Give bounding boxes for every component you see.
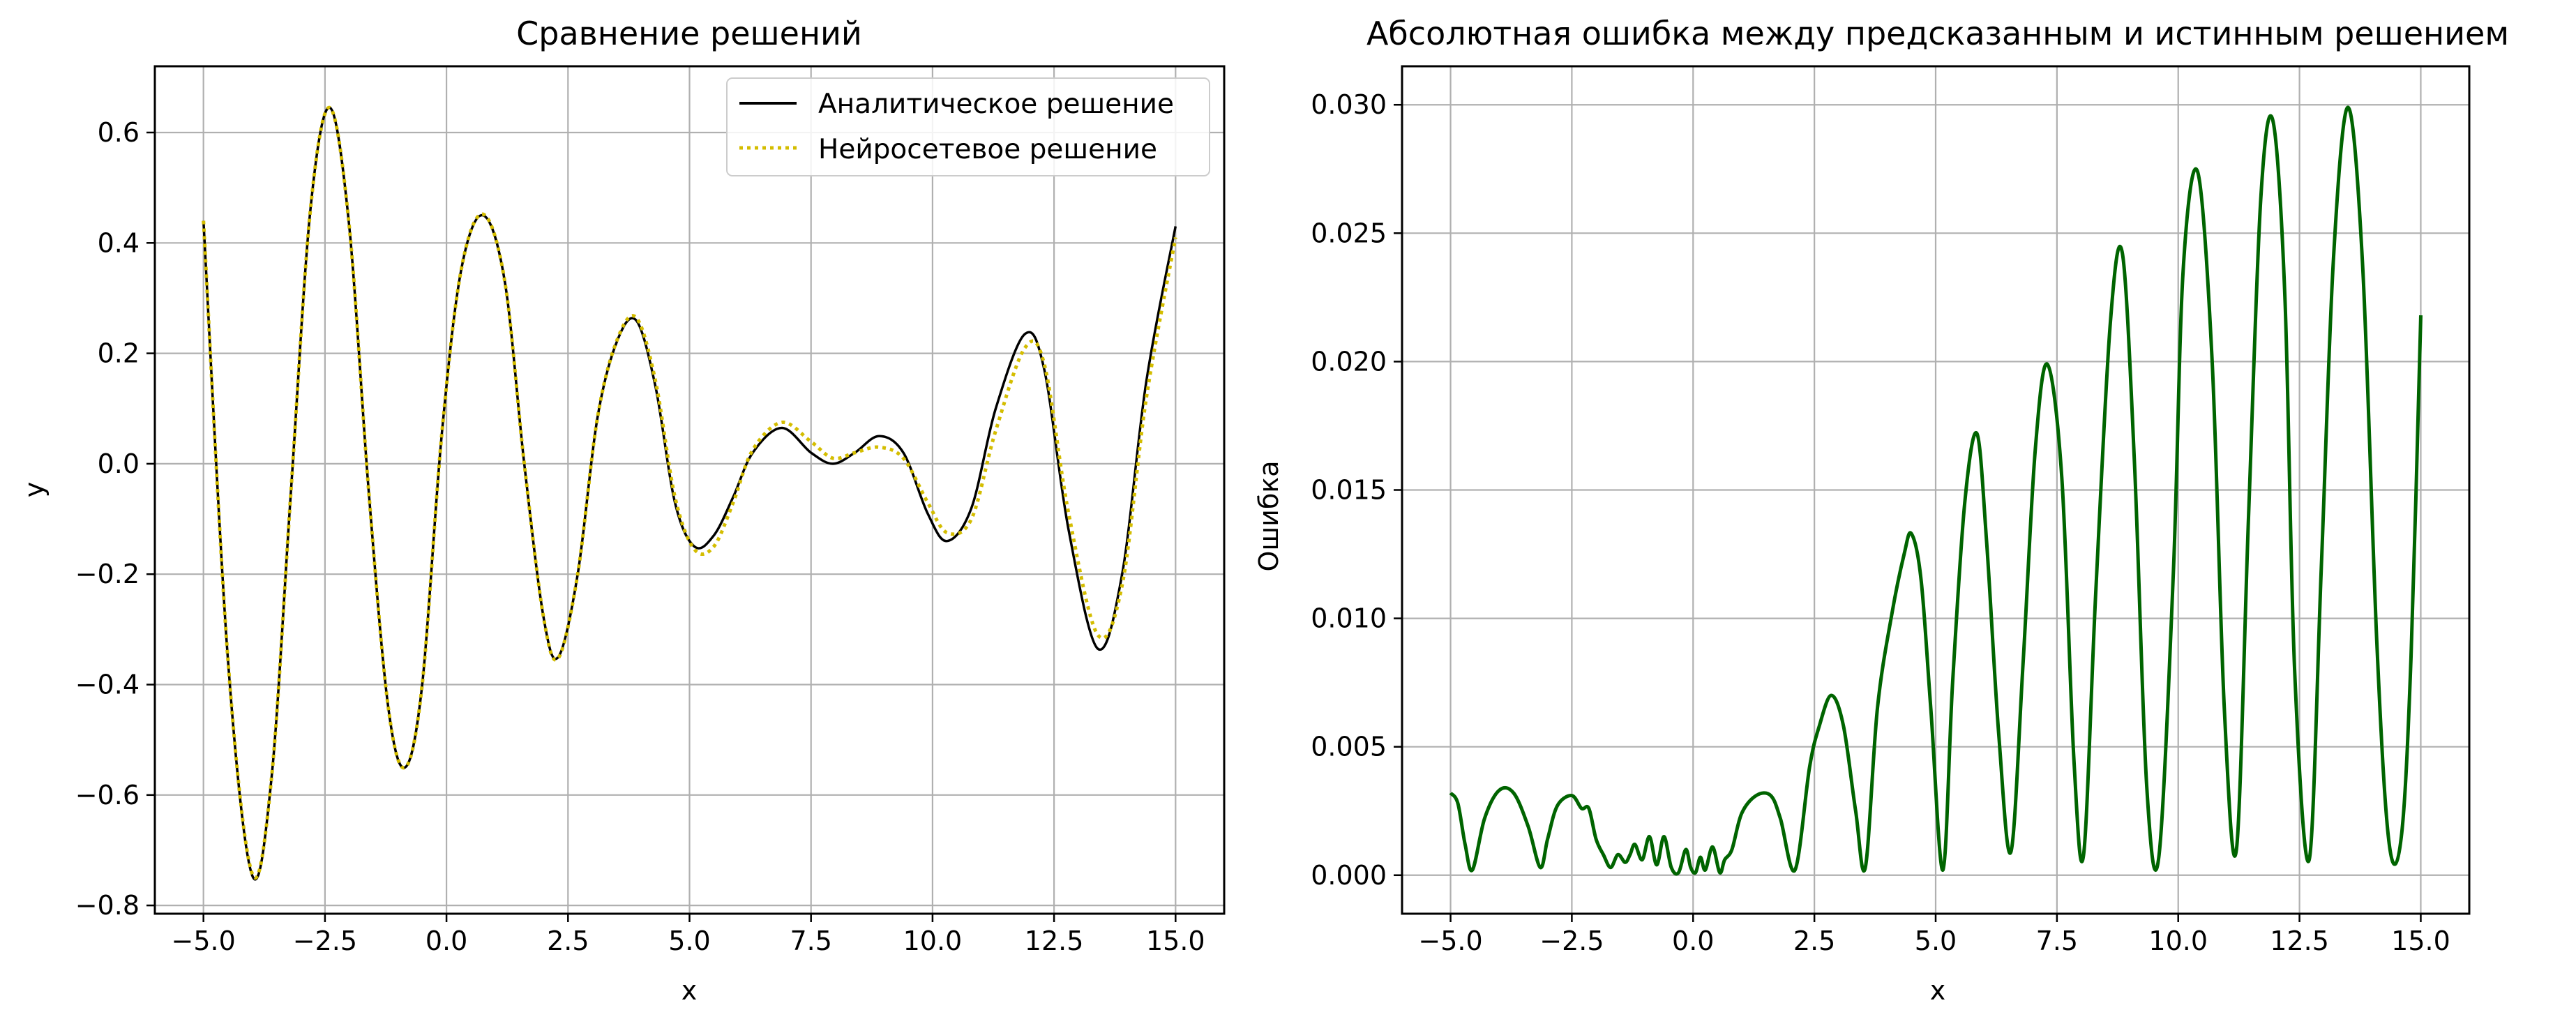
x-tick-label: 2.5: [547, 926, 589, 956]
x-tick-label: 7.5: [790, 926, 831, 956]
error-chart: Абсолютная ошибка между предсказанным и …: [1253, 15, 2509, 1006]
x-tick-label: 2.5: [1793, 926, 1835, 956]
y-tick-label: 0.2: [98, 338, 140, 369]
series-layer: [1449, 105, 2423, 876]
y-tick-label: 0.020: [1311, 346, 1387, 377]
y-tick-label: −0.6: [75, 780, 140, 810]
grid: [155, 66, 1224, 914]
y-tick-label: 0.6: [98, 117, 140, 148]
y-tick-label: −0.2: [75, 559, 140, 589]
x-tick-labels: −5.0 −2.5 0.0 2.5 5.0 7.5 10.0 12.5 15.0: [1418, 926, 2450, 956]
y-tick-labels: 0.000 0.005 0.010 0.015 0.020 0.025 0.030: [1311, 89, 1387, 891]
x-tick-label: 15.0: [1146, 926, 1205, 956]
series-line-2: [202, 105, 1177, 880]
x-tick-labels: −5.0 −2.5 0.0 2.5 5.0 7.5 10.0 12.5 15.0: [172, 926, 1205, 956]
y-axis-label: y: [19, 482, 50, 498]
x-tick-label: 0.0: [1672, 926, 1714, 956]
x-tick-label: 12.5: [1025, 926, 1084, 956]
x-tick-label: 0.0: [425, 926, 467, 956]
x-tick-label: 15.0: [2391, 926, 2450, 956]
comparison-chart: Сравнение решений −5.0 −2.5 0.0 2.5 5.0 7.5 10…: [19, 15, 1226, 1006]
legend: Аналитическое решение Нейросетевое решен…: [726, 77, 1210, 176]
x-tick-label: 5.0: [668, 926, 710, 956]
y-tick-label: 0.005: [1311, 732, 1387, 762]
tick-marks: [1394, 103, 2422, 922]
y-tick-label: 0.015: [1311, 475, 1387, 506]
y-tick-label: 0.0: [98, 448, 140, 479]
series-line-1: [1449, 105, 2423, 876]
x-tick-label: −5.0: [1418, 926, 1482, 956]
y-tick-label: 0.025: [1311, 218, 1387, 248]
y-tick-label: 0.4: [98, 227, 140, 258]
y-tick-label: 0.010: [1311, 603, 1387, 634]
x-axis-label: x: [1930, 975, 1946, 1006]
y-tick-label: −0.4: [75, 670, 140, 700]
legend-label-neural: Нейросетевое решение: [818, 134, 1157, 165]
x-tick-label: 7.5: [2036, 926, 2078, 956]
x-axis-label: x: [681, 975, 698, 1006]
series-layer: [202, 105, 1177, 881]
y-axis-label: Ошибка: [1253, 460, 1284, 571]
x-tick-label: 5.0: [1915, 926, 1957, 956]
x-tick-label: 12.5: [2270, 926, 2329, 956]
y-tick-label: −0.8: [75, 890, 140, 921]
x-tick-label: 10.0: [903, 926, 963, 956]
x-tick-label: −5.0: [172, 926, 236, 956]
chart-title: Сравнение решений: [516, 15, 862, 52]
x-tick-label: −2.5: [293, 926, 357, 956]
legend-box: [726, 77, 1210, 176]
x-tick-label: −2.5: [1539, 926, 1604, 956]
y-tick-labels: −0.8 −0.6 −0.4 −0.2 0.0 0.2 0.4 0.6: [75, 117, 140, 921]
y-tick-label: 0.030: [1311, 89, 1387, 120]
tick-marks: [146, 131, 1177, 922]
legend-label-analytic: Аналитическое решение: [818, 89, 1174, 120]
chart-title: Абсолютная ошибка между предсказанным и …: [1366, 15, 2509, 52]
x-tick-label: 10.0: [2148, 926, 2208, 956]
y-tick-label: 0.000: [1311, 860, 1387, 891]
